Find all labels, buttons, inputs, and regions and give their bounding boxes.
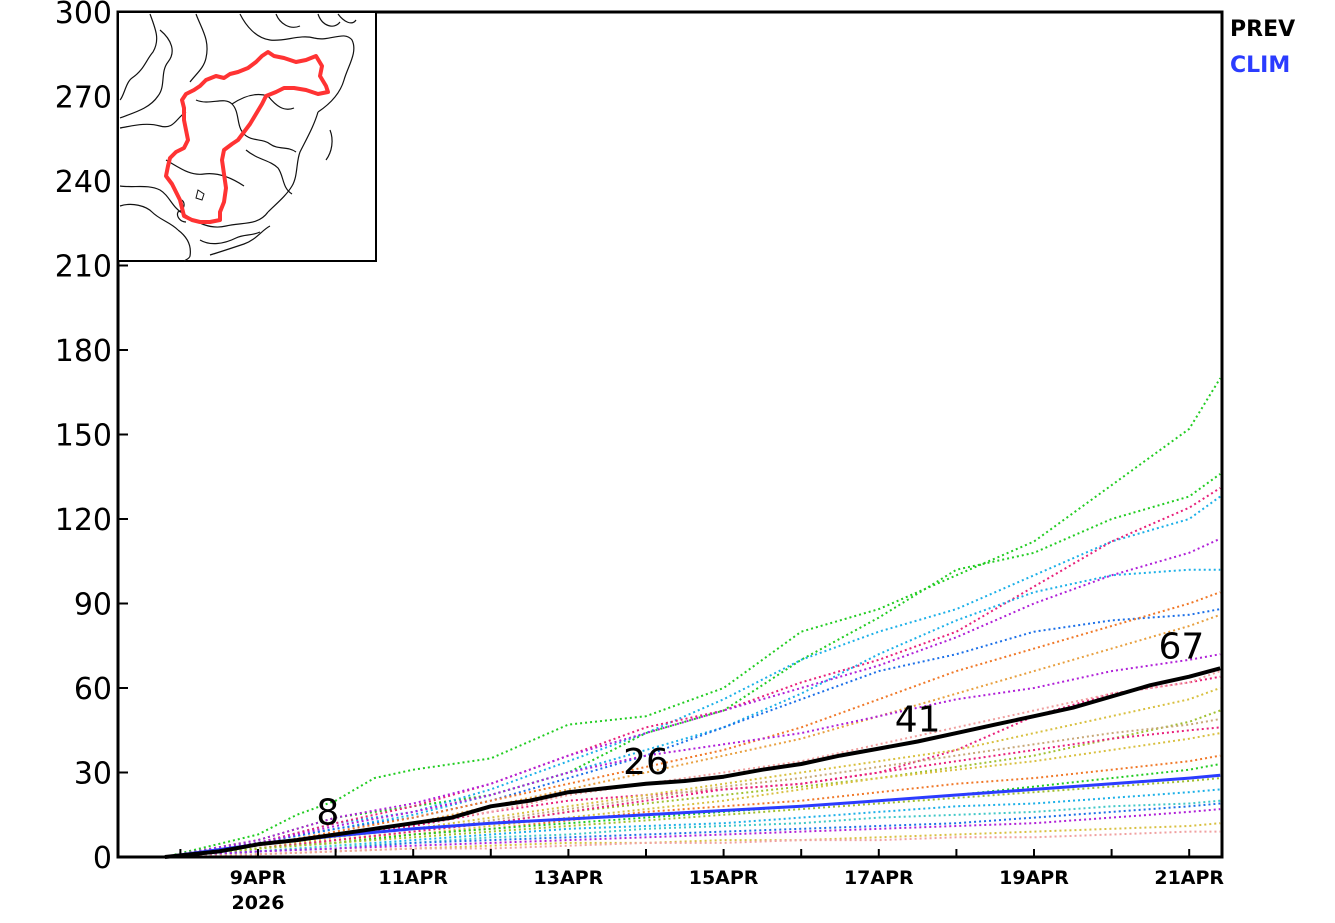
inset-map [117,11,377,262]
x-tick-label: 19APR [999,867,1069,889]
legend-item-clim: CLIM [1230,53,1290,78]
y-tick-label: 30 [74,757,112,792]
x-tick-label: 21APR [1154,867,1224,889]
ensemble-member-line-13 [164,687,1221,858]
ensemble-member-line-26 [164,830,1221,858]
x-tick-label: 9APR [230,867,287,889]
y-axis: 0 30 60 90 120 150 180 210 240 270 300 [55,0,128,876]
clim-line [164,773,1221,859]
y-tick-label: 270 [55,81,112,116]
y-tick-label: 240 [55,165,112,200]
ensemble-member-line-22 [164,799,1221,858]
x-tick-label: 13APR [534,867,604,889]
x-tick-label: 17APR [844,867,914,889]
x-tick-year-label: 2026 [232,892,285,914]
ensemble-member-line-18 [164,754,1221,858]
inset-map-reservoir [195,189,205,201]
y-tick-label: 150 [55,419,112,454]
y-tick-label: 210 [55,250,112,285]
data-label-layer: 8 26 41 67 [316,626,1204,833]
inset-map-region-outline [164,50,330,224]
y-tick-label: 0 [93,841,112,876]
data-label-26: 26 [623,742,669,783]
legend-item-prev: PREV [1230,17,1295,42]
y-tick-label: 180 [55,334,112,369]
ensemble-member-line-3 [164,495,1221,858]
x-tick-label: 15APR [689,867,759,889]
ensemble-member-line-24 [164,808,1221,858]
data-label-67: 67 [1158,626,1204,667]
x-tick-label: 11APR [378,867,448,889]
legend: PREV CLIM [1230,17,1295,78]
series-layer [164,377,1222,859]
ensemble-member-line-6 [164,568,1221,858]
data-label-8: 8 [316,793,339,834]
y-tick-label: 90 [74,588,112,623]
y-tick-label: 300 [55,0,112,31]
prev-line [164,666,1221,859]
ensemble-member-line-16 [164,732,1221,858]
y-tick-label: 120 [55,503,112,538]
x-axis: 9APR 2026 11APR 13APR 15APR 17APR 19APR 21APR [179,849,1224,914]
ensemble-member-line-12 [164,670,1221,858]
ensemble-member-line-1 [164,377,1222,858]
ensemble-member-line-7 [164,608,1221,858]
ensemble-member-line-10 [164,653,1221,858]
ensemble-member-line-20 [164,777,1221,858]
y-tick-label: 60 [74,672,112,707]
ensemble-member-line-4 [164,487,1221,858]
data-label-41: 41 [895,700,941,741]
ensemble-member-line-5 [164,537,1221,858]
